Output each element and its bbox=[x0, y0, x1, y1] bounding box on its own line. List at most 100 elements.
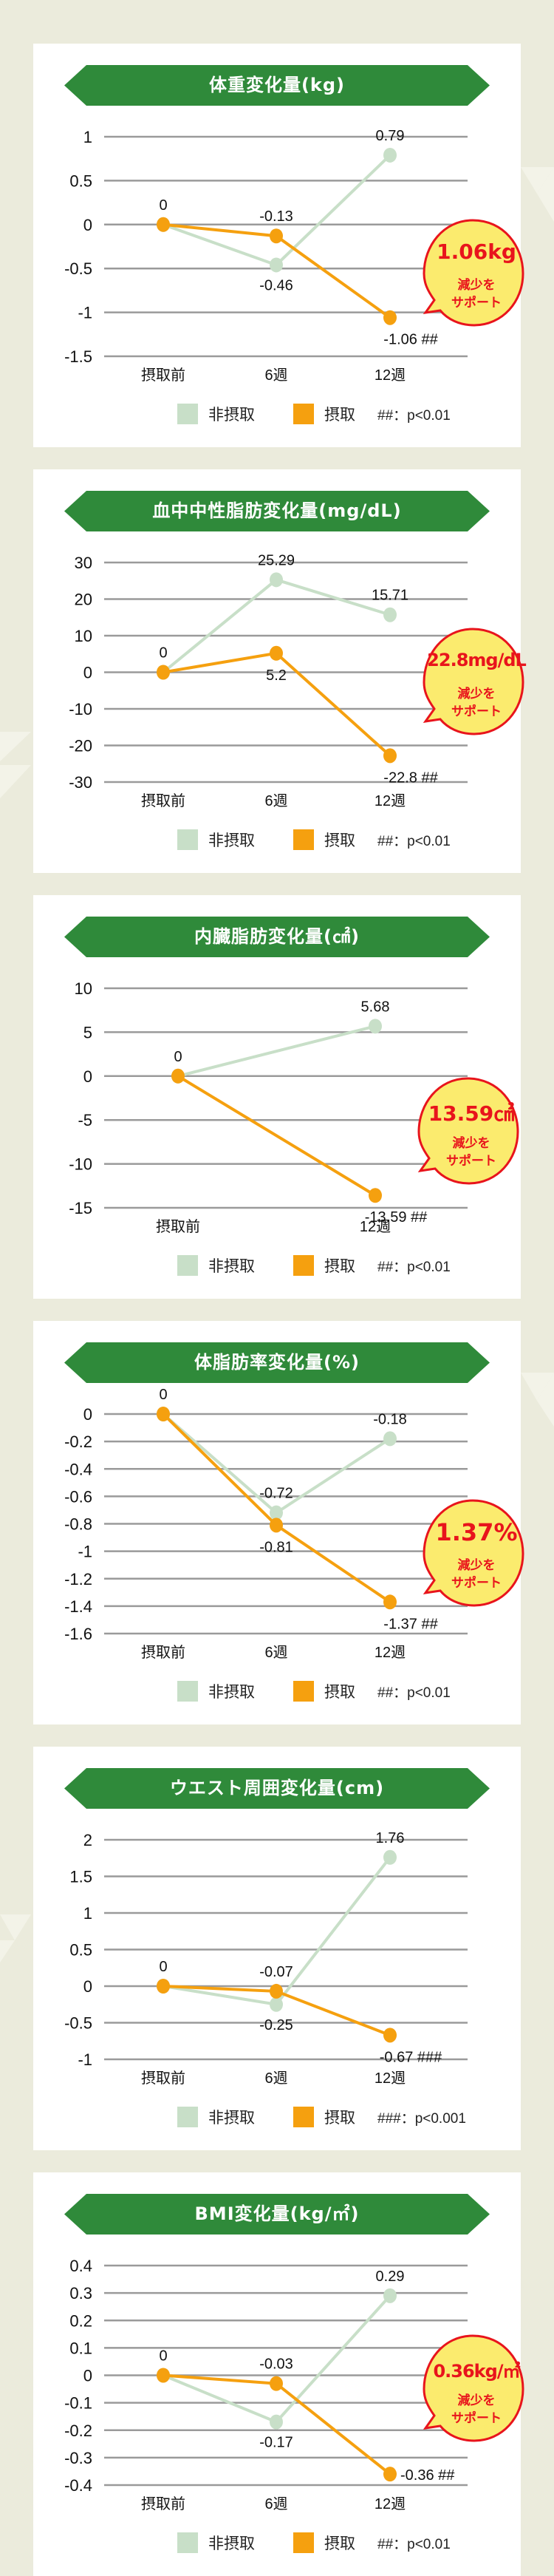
legend-item-intake: 摂取 bbox=[293, 2106, 355, 2128]
y-tick-label: 10 bbox=[75, 627, 92, 645]
intake-point bbox=[157, 1979, 170, 1994]
chart-card-6: BMI変化量(kg/㎡) 0.4 0.3 0.2 0.1 0 -0.1 -0.2 -0.3 -0… bbox=[33, 2172, 524, 2576]
legend-swatch-non-intake bbox=[177, 829, 198, 850]
y-tick-label: 1.5 bbox=[69, 1868, 92, 1886]
y-tick-label: 0 bbox=[83, 1067, 92, 1086]
data-label: -0.36 ## bbox=[400, 2467, 455, 2484]
legend-item-intake: 摂取 bbox=[293, 1254, 355, 1277]
intake-point bbox=[157, 1407, 170, 1421]
x-tick-label: 12週 bbox=[375, 792, 406, 809]
legend-item-intake: 摂取 bbox=[293, 2532, 355, 2554]
balloon-text-2: サポート bbox=[451, 1576, 502, 1591]
chart-card-5: ウエスト周囲変化量(cm) 2 1.5 1 0.5 0 -0.5 -1 摂取前 6週 12週 0 -0… bbox=[33, 1747, 521, 2150]
balloon-amount: 1.06kg bbox=[437, 239, 516, 264]
chart-title-banner: 血中中性脂肪変化量(mg/dL) bbox=[64, 491, 490, 531]
intake-point bbox=[157, 665, 170, 680]
intake-point bbox=[157, 217, 170, 232]
intake-point bbox=[383, 2467, 397, 2482]
chart-title: BMI変化量(kg/㎡) bbox=[194, 2203, 360, 2224]
banner-shape bbox=[64, 1768, 490, 1809]
intake-point bbox=[369, 1188, 382, 1203]
y-tick-label: -0.3 bbox=[64, 2449, 92, 2467]
intake-point bbox=[270, 228, 283, 244]
y-tick-label: -0.5 bbox=[64, 259, 92, 278]
intake-point bbox=[270, 1983, 283, 1999]
non-intake-point bbox=[270, 257, 283, 273]
legend-item-non-intake: 非摂取 bbox=[177, 2106, 255, 2128]
chart-legend: 非摂取 摂取 ##：p<0.01 bbox=[177, 2532, 451, 2554]
non-intake-point bbox=[270, 572, 283, 588]
data-label: 0 bbox=[159, 1387, 167, 1403]
x-tick-label: 6週 bbox=[264, 2070, 287, 2087]
banner-shape bbox=[64, 1342, 490, 1383]
legend-label-intake: 摂取 bbox=[324, 406, 355, 424]
intake-point bbox=[383, 2028, 397, 2043]
y-tick-label: 5 bbox=[83, 1023, 92, 1041]
speech-bubble-icon bbox=[423, 219, 524, 327]
speech-bubble-icon bbox=[423, 1499, 524, 1607]
significance-note: ###：p<0.001 bbox=[377, 2110, 466, 2127]
y-tick-label: -15 bbox=[69, 1199, 92, 1217]
significance-note: ##：p<0.01 bbox=[377, 2536, 451, 2552]
data-label: 5.2 bbox=[266, 667, 287, 684]
balloon-text-1: 減少を bbox=[457, 1558, 496, 1573]
data-label: -0.07 bbox=[259, 1964, 293, 1980]
data-label: -0.13 bbox=[259, 208, 293, 225]
y-tick-label: 30 bbox=[75, 554, 92, 572]
line-chart: 2 1.5 1 0.5 0 -0.5 -1 摂取前 6週 12週 0 -0.25 -0.07 1.76 -0… bbox=[64, 1830, 468, 2087]
y-tick-label: -0.6 bbox=[64, 1487, 92, 1506]
balloon-text-1: 減少を bbox=[457, 687, 496, 701]
legend-swatch-non-intake bbox=[177, 2532, 198, 2553]
data-label: 0 bbox=[159, 1959, 167, 1975]
y-tick-label: 0.4 bbox=[69, 2257, 92, 2275]
legend-swatch-non-intake bbox=[177, 1255, 198, 1276]
y-tick-label: -10 bbox=[69, 700, 92, 718]
chart-legend: 非摂取 摂取 ##：p<0.01 bbox=[177, 1254, 451, 1277]
legend-item-non-intake: 非摂取 bbox=[177, 403, 255, 425]
y-tick-label: 1 bbox=[83, 1904, 92, 1923]
chart-legend: 非摂取 摂取 ##：p<0.01 bbox=[177, 829, 451, 851]
legend-swatch-non-intake bbox=[177, 404, 198, 424]
non-intake-point bbox=[383, 2288, 397, 2303]
y-tick-label: -0.4 bbox=[64, 1460, 92, 1478]
y-tick-label: 2 bbox=[83, 1831, 92, 1849]
legend-label-intake: 摂取 bbox=[324, 2109, 355, 2127]
banner-shape bbox=[64, 2194, 490, 2235]
y-tick-label: -0.8 bbox=[64, 1515, 92, 1534]
data-label: -22.8 ## bbox=[383, 769, 438, 786]
legend-label-non-intake: 非摂取 bbox=[208, 2109, 255, 2127]
chart-title-banner: 体重変化量(kg) bbox=[64, 65, 490, 106]
non-intake-line bbox=[163, 1856, 391, 2006]
significance-note: ##：p<0.01 bbox=[377, 1259, 451, 1275]
intake-point bbox=[270, 1518, 283, 1533]
non-intake-point bbox=[383, 147, 397, 163]
y-tick-label: -0.1 bbox=[64, 2394, 92, 2413]
legend-item-non-intake: 非摂取 bbox=[177, 1680, 255, 1702]
intake-point bbox=[270, 645, 283, 661]
speech-bubble-icon bbox=[417, 1077, 519, 1185]
speech-bubble-icon bbox=[423, 2334, 524, 2442]
data-label: -0.46 bbox=[259, 277, 293, 293]
y-tick-label: -1.4 bbox=[64, 1597, 92, 1616]
legend-label-intake: 摂取 bbox=[324, 832, 355, 849]
non-intake-line bbox=[177, 1024, 376, 1078]
balloon-text-2: サポート bbox=[451, 704, 502, 719]
legend-item-non-intake: 非摂取 bbox=[177, 2532, 255, 2554]
y-tick-label: -30 bbox=[69, 773, 92, 792]
non-intake-point bbox=[270, 2414, 283, 2430]
y-tick-label: -10 bbox=[69, 1155, 92, 1174]
x-tick-label: 6週 bbox=[264, 792, 287, 809]
intake-point bbox=[157, 2368, 170, 2383]
x-tick-label: 12週 bbox=[375, 1644, 406, 1661]
data-label: -0.81 bbox=[259, 1539, 293, 1555]
data-label: -1.37 ## bbox=[383, 1616, 438, 1632]
data-label: 0 bbox=[159, 645, 167, 662]
chart-card-3: 内臓脂肪変化量(㎠) 10 5 0 -5 -10 -15 摂取前 12週 0 5.68 -13.59… bbox=[33, 895, 521, 1299]
chart-legend: 非摂取 摂取 ###：p<0.001 bbox=[177, 2106, 466, 2128]
legend-swatch-non-intake bbox=[177, 2107, 198, 2127]
chart-title-banner: 体脂肪率変化量(%) bbox=[64, 1342, 490, 1383]
x-tick-label: 12週 bbox=[375, 367, 406, 384]
data-label: -0.03 bbox=[259, 2356, 293, 2373]
y-tick-label: 0.1 bbox=[69, 2339, 92, 2357]
